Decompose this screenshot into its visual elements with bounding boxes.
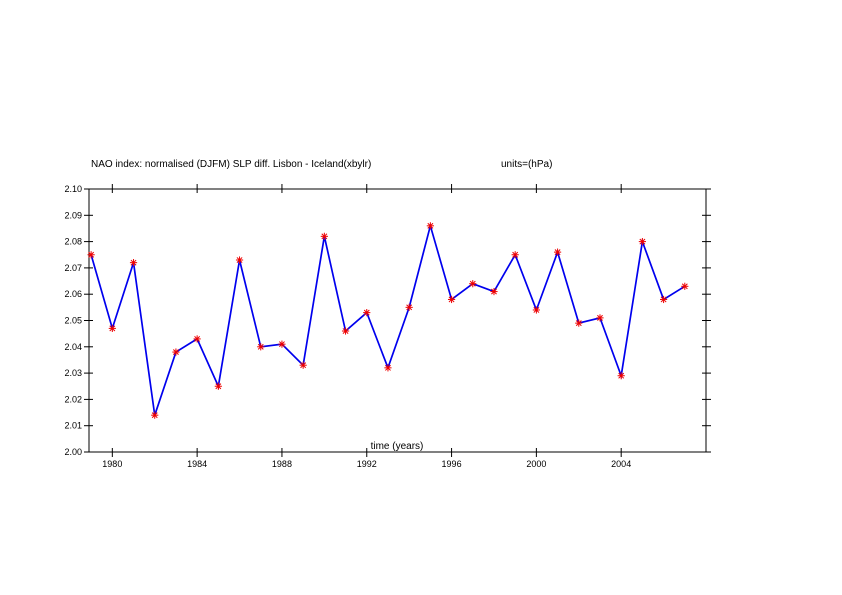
data-point-marker [172, 348, 180, 356]
x-tick-label: 2000 [526, 459, 546, 469]
y-axis: 2.00 2.01 2.02 2.03 2.04 2.05 2.06 2.07 2.08 2.09… [64, 184, 711, 457]
data-point-marker [681, 282, 689, 290]
y-tick-label: 2.01 [64, 421, 82, 431]
plot-frame [88, 188, 707, 453]
y-tick-label: 2.04 [64, 342, 82, 352]
data-point-marker [490, 287, 498, 296]
x-tick-label: 1988 [272, 459, 292, 469]
data-point-marker [511, 251, 519, 259]
x-axis: 1980 1984 1988 1992 1996 2000 2004 [102, 184, 631, 469]
data-point-marker [469, 280, 477, 288]
data-point-marker [596, 314, 604, 322]
data-point-marker [617, 372, 625, 380]
data-point-marker [384, 364, 392, 372]
data-point-marker [299, 361, 307, 369]
data-point-marker [87, 251, 95, 259]
data-point-marker [426, 222, 434, 230]
y-tick-label: 2.00 [64, 447, 82, 457]
series-layer [87, 222, 689, 419]
y-tick-label: 2.10 [64, 184, 82, 194]
data-point-marker [129, 259, 138, 267]
x-tick-label: 1996 [442, 459, 462, 469]
data-point-marker [553, 248, 562, 256]
series-line [90, 222, 686, 416]
data-point-marker [363, 309, 371, 317]
data-point-marker [257, 343, 265, 351]
data-point-marker [151, 411, 159, 419]
x-tick-label: 1992 [357, 459, 377, 469]
y-tick-label: 2.05 [64, 316, 82, 326]
data-point-marker [638, 238, 646, 246]
data-point-marker [108, 324, 116, 332]
data-point-marker [320, 232, 328, 240]
data-point-marker [532, 306, 540, 314]
data-point-marker [214, 382, 222, 390]
data-point-marker [193, 335, 201, 343]
data-point-marker [405, 303, 413, 311]
y-tick-label: 2.07 [64, 263, 82, 273]
x-tick-label: 1980 [102, 459, 122, 469]
x-tick-label: 2004 [611, 459, 631, 469]
y-tick-label: 2.09 [64, 210, 82, 220]
chart-title: NAO index: normalised (DJFM) SLP diff. L… [91, 159, 371, 170]
data-point-marker [447, 295, 456, 304]
y-tick-label: 2.08 [64, 237, 82, 247]
y-tick-label: 2.02 [64, 394, 82, 404]
data-point-marker [341, 327, 350, 335]
data-point-marker [575, 319, 583, 327]
data-point-marker [235, 256, 244, 264]
data-point-marker [659, 295, 668, 304]
y-tick-label: 2.03 [64, 368, 82, 378]
data-point-marker [278, 340, 286, 348]
x-tick-label: 1984 [187, 459, 207, 469]
units-label: units=(hPa) [501, 159, 552, 170]
x-axis-title: time (years) [371, 441, 424, 452]
y-tick-label: 2.06 [64, 289, 82, 299]
